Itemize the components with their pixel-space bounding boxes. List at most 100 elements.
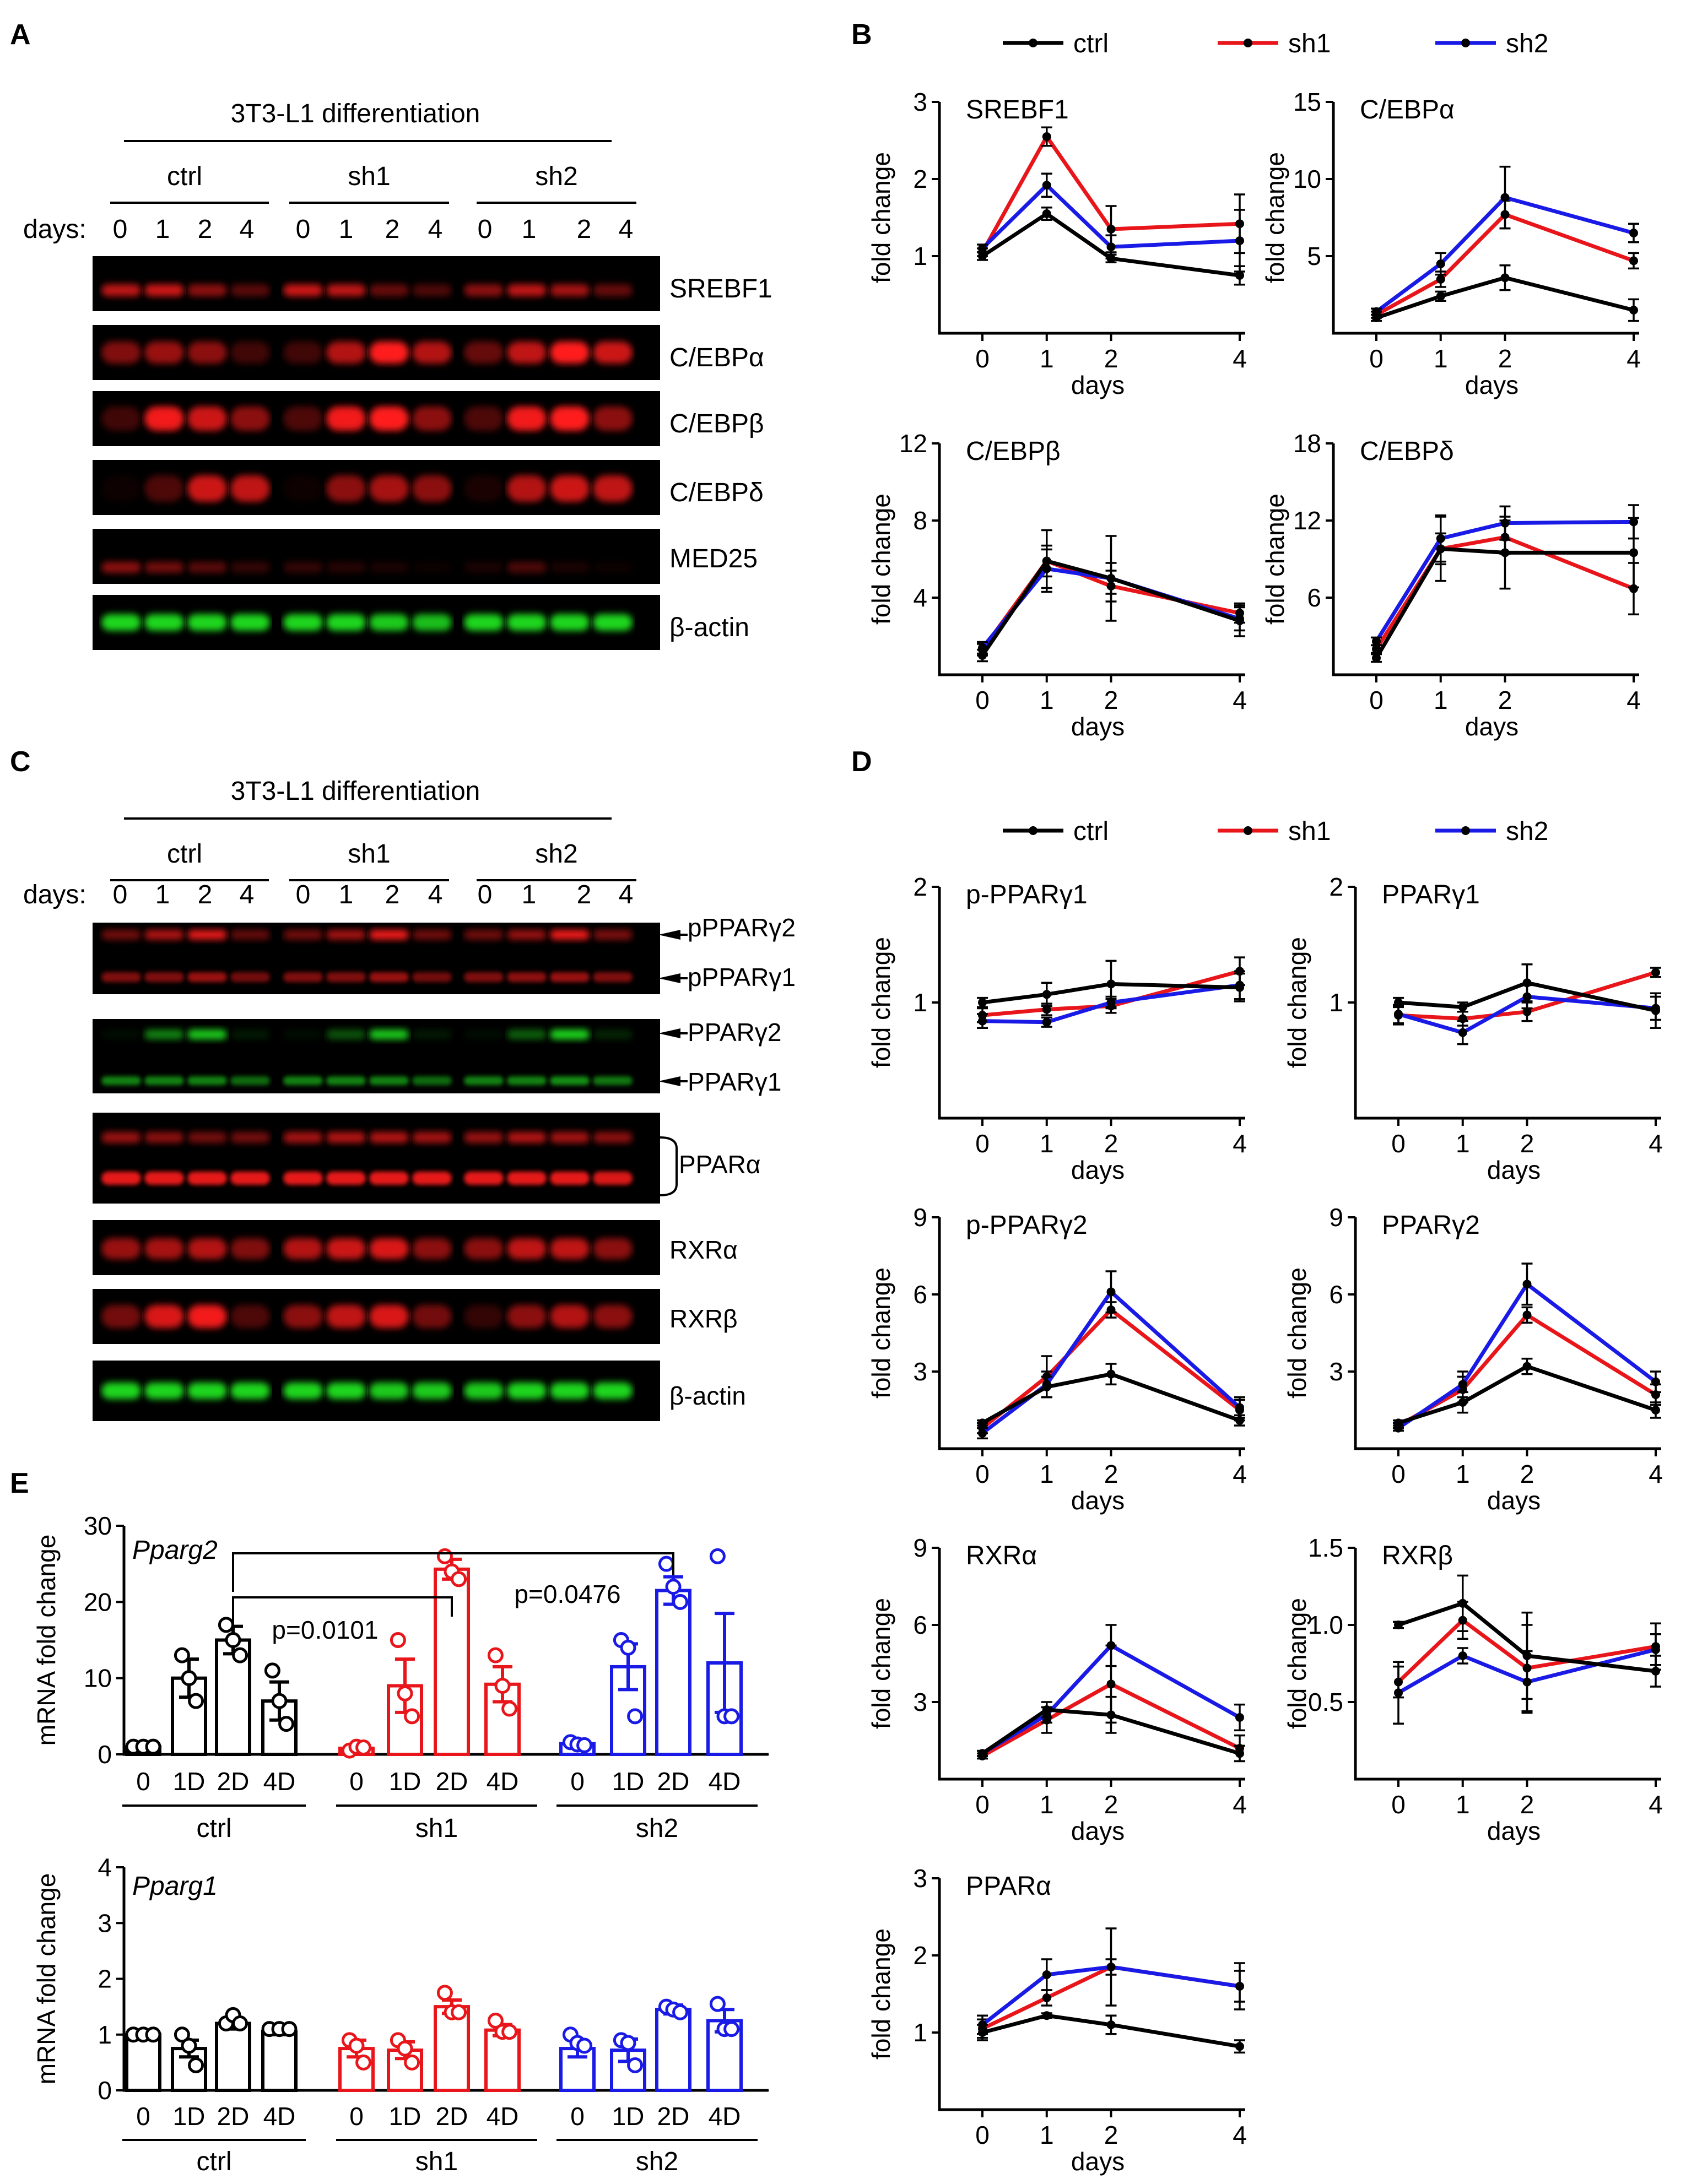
data-point xyxy=(1651,1645,1660,1654)
band xyxy=(187,1132,227,1143)
y-tick-label: 2 xyxy=(913,1941,927,1970)
series-line xyxy=(1375,535,1635,651)
bar-group xyxy=(261,2021,298,2092)
group-label: sh2 xyxy=(636,1814,678,1843)
category-label: 1D xyxy=(612,1767,645,1796)
series-line xyxy=(981,1643,1241,1755)
chart-title: RXRβ xyxy=(1382,1541,1453,1570)
category-label: 0 xyxy=(570,2102,585,2131)
legend-label-ctrl: ctrl xyxy=(1073,817,1109,846)
y-tick-label: 12 xyxy=(1293,506,1321,535)
band xyxy=(283,1172,323,1185)
y-tick-label: 2 xyxy=(1329,872,1343,901)
band xyxy=(230,475,270,502)
band xyxy=(550,342,590,364)
band xyxy=(412,475,452,502)
band xyxy=(593,1172,633,1185)
x-tick-label: 1 xyxy=(1040,2121,1054,2149)
series-line xyxy=(1398,980,1656,1013)
x-tick-label: 2 xyxy=(1104,344,1118,373)
day-label: 2 xyxy=(577,215,592,244)
band xyxy=(550,407,590,431)
band xyxy=(326,1383,366,1399)
series-line xyxy=(981,1965,1240,2026)
band xyxy=(101,614,141,631)
data-point xyxy=(709,1548,726,1564)
y-axis-label: fold change xyxy=(1261,494,1289,625)
data-point xyxy=(1106,1369,1116,1379)
band xyxy=(230,1132,270,1143)
series-sh2 xyxy=(1371,165,1639,316)
band xyxy=(464,1383,504,1399)
blot-a-title: 3T3-L1 differentiation xyxy=(231,99,480,128)
band xyxy=(464,614,504,631)
significance-bracket xyxy=(232,1596,453,1633)
category-label: 1D xyxy=(389,1767,422,1796)
band xyxy=(464,1172,504,1185)
band xyxy=(144,1029,184,1039)
band xyxy=(550,972,590,982)
blot-a-band-label: β-actin xyxy=(669,613,749,642)
x-tick-label: 1 xyxy=(1434,686,1448,714)
data-point xyxy=(1651,1377,1660,1386)
day-label: 4 xyxy=(428,880,443,909)
data-point xyxy=(1106,2020,1116,2029)
data-point xyxy=(1458,1002,1467,1012)
blot-a-group-sh2: sh2 xyxy=(535,162,577,191)
chart-title: Pparg2 xyxy=(132,1536,218,1565)
category-label: 4D xyxy=(709,1767,741,1796)
data-point xyxy=(181,1670,197,1687)
band xyxy=(144,1238,184,1259)
band xyxy=(550,614,590,631)
band xyxy=(187,930,227,940)
band xyxy=(507,562,547,573)
data-point xyxy=(1394,1688,1403,1698)
band xyxy=(369,972,409,982)
bar-group xyxy=(559,1734,596,1756)
data-point xyxy=(501,1700,518,1717)
blot-a-row xyxy=(93,595,660,650)
p-value-label: p=0.0101 xyxy=(272,1616,378,1644)
y-tick-label: 20 xyxy=(84,1587,112,1616)
blot-a-days-label: days: xyxy=(23,215,87,244)
band xyxy=(593,1076,633,1085)
band xyxy=(369,1383,409,1399)
band xyxy=(550,1172,590,1185)
chart-title: C/EBPα xyxy=(1360,95,1455,124)
blot-a-bands: SREBF1 C/EBPα C/EBPβ C/EBPδ MED25 β-actin xyxy=(93,256,772,650)
data-point xyxy=(1106,1287,1116,1297)
band xyxy=(464,1238,504,1259)
blot-c-days-label: days: xyxy=(23,880,87,909)
series-line xyxy=(1397,1648,1656,1695)
band xyxy=(283,284,323,296)
band xyxy=(283,614,323,631)
blot-a-row xyxy=(93,391,660,446)
data-point xyxy=(281,2021,298,2037)
line-chart-d1: 1 2 0 1 2 4 days fold change p-PPARγ1 xyxy=(867,872,1247,1184)
blot-c-label-rxra: RXRα xyxy=(669,1235,738,1264)
bar xyxy=(655,2008,691,2092)
data-point xyxy=(1235,271,1244,280)
series-ctrl xyxy=(1393,1574,1661,1700)
data-point xyxy=(709,1996,726,2012)
data-point xyxy=(404,1708,420,1725)
x-axis-label: days xyxy=(1071,2147,1125,2176)
axes xyxy=(1354,1217,1661,1450)
y-tick-label: 1.0 xyxy=(1308,1611,1343,1639)
series-ctrl xyxy=(1393,963,1661,1029)
data-point xyxy=(278,1716,295,1732)
band xyxy=(144,930,184,940)
legend-label-ctrl: ctrl xyxy=(1073,29,1109,58)
day-label: 2 xyxy=(385,215,400,244)
x-tick-label: 1 xyxy=(1456,1129,1470,1158)
data-point xyxy=(264,1662,280,1679)
category-label: 1D xyxy=(612,2102,645,2131)
band xyxy=(326,972,366,982)
x-tick-label: 2 xyxy=(1104,1460,1118,1488)
data-point xyxy=(1106,1710,1116,1720)
series-line xyxy=(1397,1601,1656,1673)
y-tick-label: 3 xyxy=(98,1909,112,1937)
day-label: 2 xyxy=(198,215,213,244)
blot-a-row xyxy=(93,460,660,515)
